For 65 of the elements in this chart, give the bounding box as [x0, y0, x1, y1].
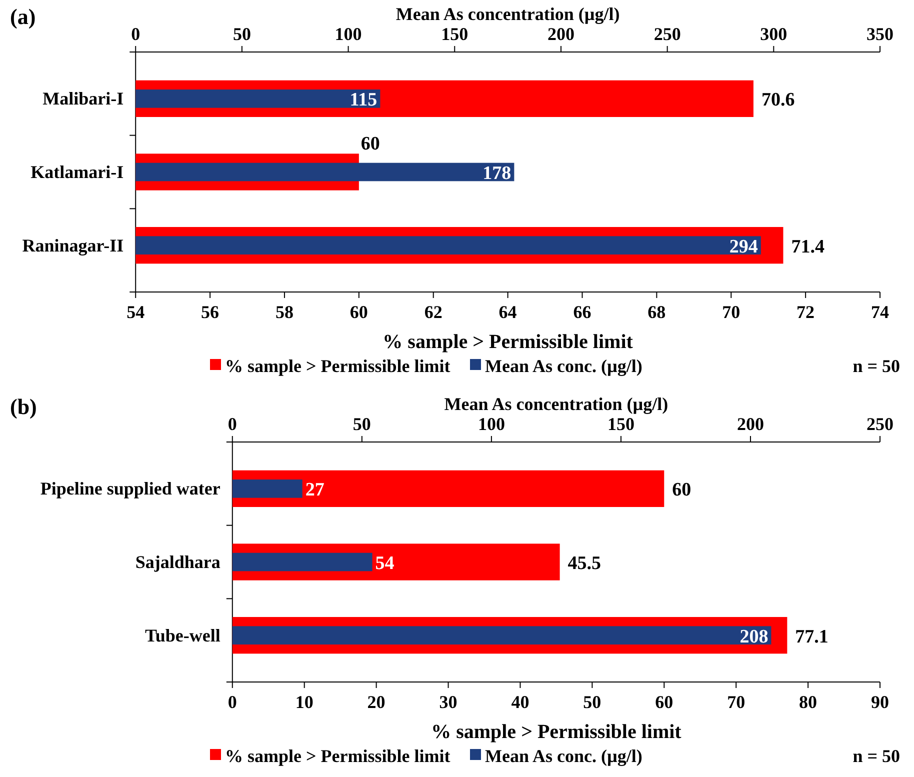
text: n = 50: [852, 356, 900, 376]
data-label: 71.4: [791, 236, 825, 258]
x2-tick-label: 250: [866, 414, 894, 434]
x-tick-label: 72: [796, 302, 815, 322]
chart-title: (a): [10, 4, 36, 29]
x-tick-label: 64: [498, 302, 517, 322]
y-tick-label: Pipeline supplied water: [40, 478, 220, 499]
x-tick-label: 80: [799, 692, 818, 712]
data-label: 115: [350, 90, 378, 111]
x-tick-label: 66: [573, 302, 592, 322]
x-tick-label: 74: [871, 302, 889, 322]
legend-label: Mean As conc. (µg/l): [485, 746, 642, 766]
y-tick-label: Katlamari-I: [30, 162, 124, 182]
x2-tick-label: 200: [547, 24, 574, 44]
x-tick-label: 54: [126, 302, 145, 322]
legend-label: % sample > Permissible limit: [225, 356, 450, 376]
x-tick-label: 90: [871, 692, 889, 712]
legend-label: Mean As conc. (µg/l): [485, 356, 642, 376]
y-tick-label: Malibari-I: [42, 88, 124, 109]
x2-axis-title: Mean As concentration (µg/l): [444, 394, 668, 414]
x2-tick-label: 350: [866, 24, 894, 44]
data-label: 45.5: [568, 553, 602, 574]
data-label: 70.6: [761, 90, 795, 111]
legend-label: % sample > Permissible limit: [225, 746, 450, 766]
x2-axis-title: Mean As concentration (µg/l): [396, 4, 620, 24]
x-axis-title: % sample > Permissible limit: [382, 331, 634, 353]
text: n = 50: [852, 746, 900, 766]
x2-tick-label: 100: [478, 414, 505, 434]
data-label: 27: [305, 480, 325, 501]
x2-tick-label: 0: [228, 414, 237, 434]
x-tick-label: 58: [275, 302, 294, 322]
data-label: 178: [482, 163, 512, 184]
x-tick-label: 10: [295, 692, 314, 712]
x-tick-label: 70: [722, 302, 740, 322]
x2-tick-label: 100: [334, 24, 362, 44]
x2-tick-label: 150: [441, 24, 468, 44]
x-tick-label: 56: [201, 302, 220, 322]
x-tick-label: 40: [511, 692, 530, 712]
x-tick-label: 0: [228, 692, 237, 712]
x2-tick-label: 150: [607, 414, 634, 434]
data-label: 294: [729, 236, 758, 258]
text: (b): [10, 394, 37, 419]
x-tick-label: 62: [424, 302, 442, 322]
x-tick-label: 70: [727, 692, 746, 712]
x2-tick-label: 200: [736, 414, 764, 434]
data-label: 60: [672, 480, 692, 501]
data-label: 208: [740, 626, 768, 648]
data-label: 77.1: [795, 626, 828, 648]
data-label: 54: [375, 553, 395, 574]
y-tick-label: Sajaldhara: [135, 552, 220, 572]
x-tick-label: 60: [655, 692, 674, 712]
x2-tick-label: 0: [131, 24, 140, 44]
x2-tick-label: 300: [760, 24, 788, 44]
y-tick-label: Tube-well: [145, 625, 220, 646]
x-tick-label: 30: [439, 692, 458, 712]
x-tick-label: 50: [583, 692, 602, 712]
x2-tick-label: 250: [654, 24, 681, 44]
x-tick-label: 68: [648, 302, 666, 322]
x2-tick-label: 50: [232, 24, 251, 44]
x2-tick-label: 50: [352, 414, 371, 434]
x-axis-title: % sample > Permissible limit: [431, 721, 682, 743]
x-tick-label: 20: [367, 692, 386, 712]
x-tick-label: 60: [350, 302, 368, 322]
data-label: 60: [360, 134, 380, 155]
y-tick-label: Raninagar-II: [22, 235, 124, 256]
